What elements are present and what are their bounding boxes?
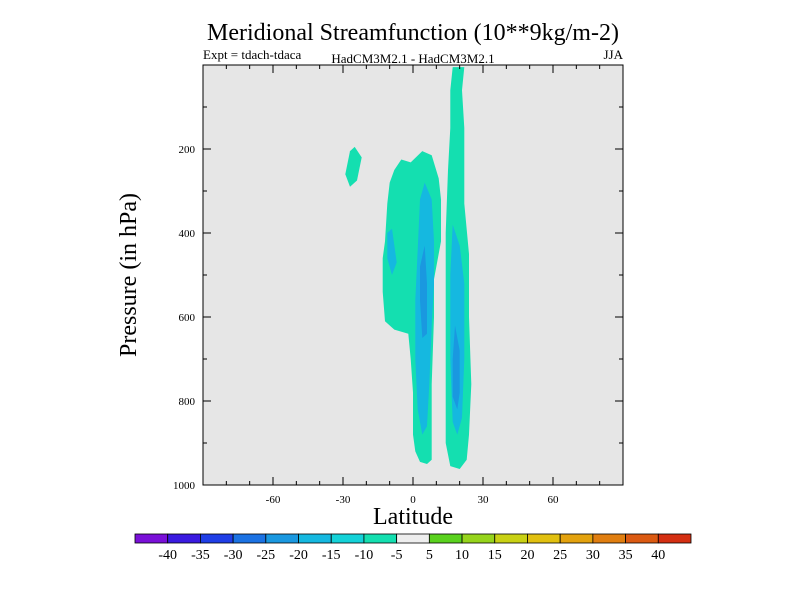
subtitle-experiment: Expt = tdach-tdaca <box>203 47 302 62</box>
y-tick-label: 200 <box>179 144 196 156</box>
x-tick-label: 60 <box>548 494 560 506</box>
colorbar-label: -35 <box>191 548 210 563</box>
colorbar-label: -25 <box>256 548 275 563</box>
colorbar-label: -20 <box>289 548 308 563</box>
contour-region-6 <box>420 245 427 338</box>
x-tick-label: -30 <box>336 494 351 506</box>
contour-region-3 <box>387 228 397 275</box>
colorbar-swatch <box>134 533 169 544</box>
colorbar-label: -10 <box>355 548 374 563</box>
colorbar-swatch <box>527 533 561 544</box>
contour-region-7 <box>452 325 460 410</box>
colorbar-label: 5 <box>426 548 433 563</box>
colorbar-swatch <box>559 533 594 544</box>
colorbar-swatch <box>396 533 430 544</box>
colorbar-swatch <box>428 533 463 544</box>
x-tick-label: 0 <box>410 494 416 506</box>
colorbar-swatch <box>625 533 659 544</box>
colorbar-label: 35 <box>619 548 633 563</box>
colorbar-label: 15 <box>488 548 502 563</box>
colorbar-label: -5 <box>391 548 403 563</box>
colorbar-label: 30 <box>586 548 600 563</box>
colorbar-swatch <box>232 533 267 544</box>
colorbar-swatch <box>265 533 299 544</box>
colorbar-swatch <box>657 533 692 544</box>
y-tick-label: 800 <box>179 396 196 408</box>
colorbar-swatch <box>167 533 201 544</box>
colorbar-label: -40 <box>158 548 177 563</box>
x-tick-label: 30 <box>478 494 490 506</box>
colorbar-swatch <box>363 533 398 544</box>
colorbar-label: -15 <box>322 548 341 563</box>
colorbar-swatch <box>330 533 365 544</box>
colorbar-label: 10 <box>455 548 469 563</box>
colorbar-swatch <box>200 533 234 544</box>
colorbar: -40 -35 -30 -25 -20 -15 -10 -5 5 10 15 20 25 30 35 40 <box>134 533 692 563</box>
colorbar-label: -30 <box>224 548 243 563</box>
colorbar-label: 40 <box>651 548 665 563</box>
colorbar-swatch <box>461 533 496 544</box>
colorbar-label: 25 <box>553 548 567 563</box>
contour-regions <box>345 67 472 469</box>
y-tick-label: 600 <box>179 312 196 324</box>
x-axis-label: Latitude <box>373 504 453 530</box>
y-axis-label: Pressure (in hPa) <box>116 193 142 357</box>
x-tick-label: -60 <box>266 494 281 506</box>
subtitle-models: HadCM3M2.1 - HadCM3M2.1 <box>331 51 494 66</box>
colorbar-label: 20 <box>520 548 534 563</box>
chart-title: Meridional Streamfunction (10**9kg/m-2) <box>207 20 619 46</box>
subtitle-season: JJA <box>603 47 623 62</box>
axis-ticks: -60 -30 0 30 60 200 400 600 800 1000 <box>173 65 623 506</box>
y-tick-label: 1000 <box>173 480 196 492</box>
contour-region-0 <box>345 146 362 187</box>
colorbar-swatch <box>298 533 332 544</box>
colorbar-swatch <box>494 533 528 544</box>
colorbar-swatch <box>592 533 626 544</box>
y-tick-label: 400 <box>179 228 196 240</box>
